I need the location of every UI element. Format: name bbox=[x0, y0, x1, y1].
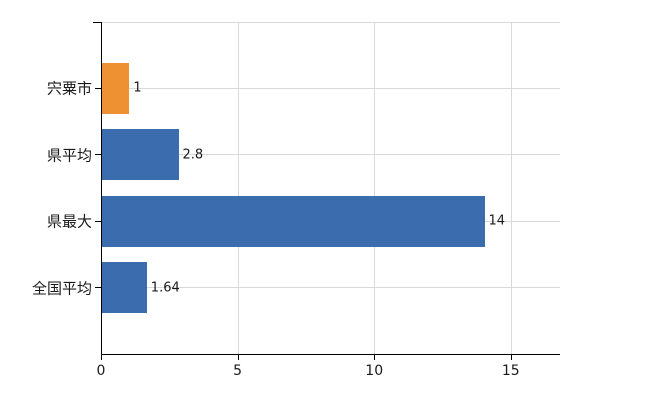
y-axis-tick bbox=[95, 287, 101, 289]
bar-1 bbox=[102, 129, 179, 181]
gridline-row bbox=[101, 87, 560, 89]
x-tick-label: 0 bbox=[96, 363, 106, 379]
category-label: 全国平均 bbox=[31, 279, 92, 298]
bar-3 bbox=[102, 262, 147, 314]
x-tick-label: 10 bbox=[365, 363, 384, 379]
x-tick-label: 15 bbox=[501, 363, 520, 379]
value-label: 14 bbox=[488, 213, 506, 229]
category-label: 県最大 bbox=[46, 212, 92, 231]
bar-2 bbox=[102, 195, 485, 247]
gridline-row bbox=[101, 287, 560, 289]
gridline-vertical bbox=[510, 22, 512, 354]
x-tick-label: 5 bbox=[233, 363, 243, 379]
bar-0 bbox=[102, 62, 130, 114]
y-axis-tick bbox=[95, 154, 101, 156]
y-axis-line bbox=[101, 22, 102, 355]
x-axis-tick bbox=[101, 354, 102, 360]
y-axis-top-tick bbox=[93, 22, 101, 23]
category-label: 県平均 bbox=[46, 146, 92, 165]
x-axis-line bbox=[101, 354, 560, 355]
x-axis-tick bbox=[374, 354, 376, 360]
value-label: 1.64 bbox=[150, 280, 180, 296]
gridline-row bbox=[101, 154, 560, 156]
y-axis-tick bbox=[95, 220, 101, 222]
gridline-vertical bbox=[374, 22, 376, 354]
value-label: 1 bbox=[133, 80, 142, 96]
x-axis-tick bbox=[237, 354, 239, 360]
y-axis-tick bbox=[95, 87, 101, 89]
value-label: 2.8 bbox=[182, 147, 204, 163]
category-label: 宍粟市 bbox=[46, 79, 92, 98]
x-axis-tick bbox=[510, 354, 512, 360]
gridline-vertical bbox=[237, 22, 239, 354]
gridline-top bbox=[101, 22, 560, 23]
